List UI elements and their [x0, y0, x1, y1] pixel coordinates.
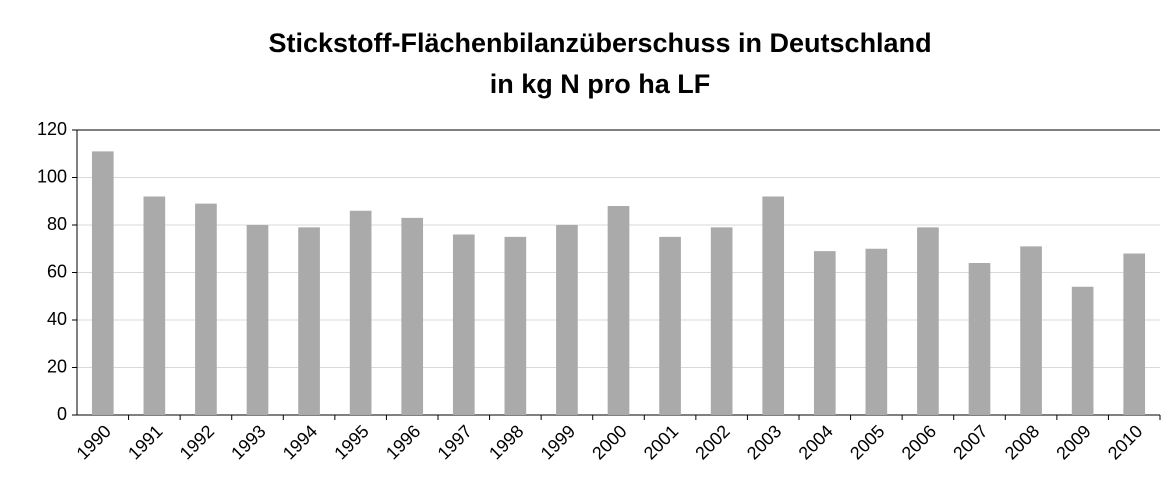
y-tick-label: 20 — [47, 356, 67, 376]
bar — [246, 225, 269, 415]
x-tick-label: 2002 — [691, 421, 733, 463]
bar — [917, 227, 939, 415]
bar — [504, 236, 527, 415]
x-tick-label: 1994 — [279, 421, 321, 463]
x-tick-label: 2004 — [795, 421, 837, 463]
bar — [1123, 253, 1146, 415]
y-tick-label: 100 — [37, 166, 67, 186]
x-tick-label: 2010 — [1104, 421, 1146, 463]
bar — [143, 196, 166, 415]
chart-subtitle: in kg N pro ha LF — [490, 69, 711, 99]
x-tick-label: 2000 — [588, 421, 630, 463]
x-tick-label: 2003 — [743, 421, 785, 463]
y-tick-label: 40 — [47, 309, 67, 329]
x-tick-label: 2008 — [1001, 421, 1043, 463]
bar — [1020, 246, 1042, 415]
y-tick-label: 60 — [47, 261, 67, 281]
bar — [298, 227, 320, 415]
x-tick-label: 2001 — [640, 421, 682, 463]
bar — [813, 251, 836, 415]
x-tick-label: 2006 — [898, 421, 940, 463]
bar — [91, 151, 114, 415]
bar — [349, 210, 372, 415]
x-tick-label: 2009 — [1052, 421, 1094, 463]
bar — [452, 234, 475, 415]
x-tick-label: 1999 — [537, 421, 579, 463]
y-tick-label: 0 — [57, 404, 67, 424]
x-tick-label: 1997 — [434, 421, 476, 463]
x-tick-label: 1996 — [382, 421, 424, 463]
x-tick-label: 1990 — [73, 421, 115, 463]
bar — [607, 206, 630, 415]
y-tick-label: 80 — [47, 214, 67, 234]
bar — [865, 248, 888, 415]
bar — [659, 236, 681, 415]
x-tick-label: 2007 — [949, 421, 991, 463]
x-tick-label: 2005 — [846, 421, 888, 463]
bar — [556, 225, 578, 415]
bar — [1071, 286, 1094, 415]
x-tick-label: 1991 — [124, 421, 166, 463]
bar — [401, 217, 424, 415]
x-tick-label: 1995 — [330, 421, 372, 463]
chart-title: Stickstoff-Flächenbilanzüberschuss in De… — [268, 28, 931, 58]
x-tick-label: 1992 — [176, 421, 218, 463]
bar — [710, 227, 733, 415]
bar — [195, 203, 217, 415]
x-tick-label: 1993 — [227, 421, 269, 463]
x-tick-label: 1998 — [485, 421, 527, 463]
bar — [762, 196, 785, 415]
y-tick-label: 120 — [37, 119, 67, 139]
bar — [968, 263, 991, 415]
